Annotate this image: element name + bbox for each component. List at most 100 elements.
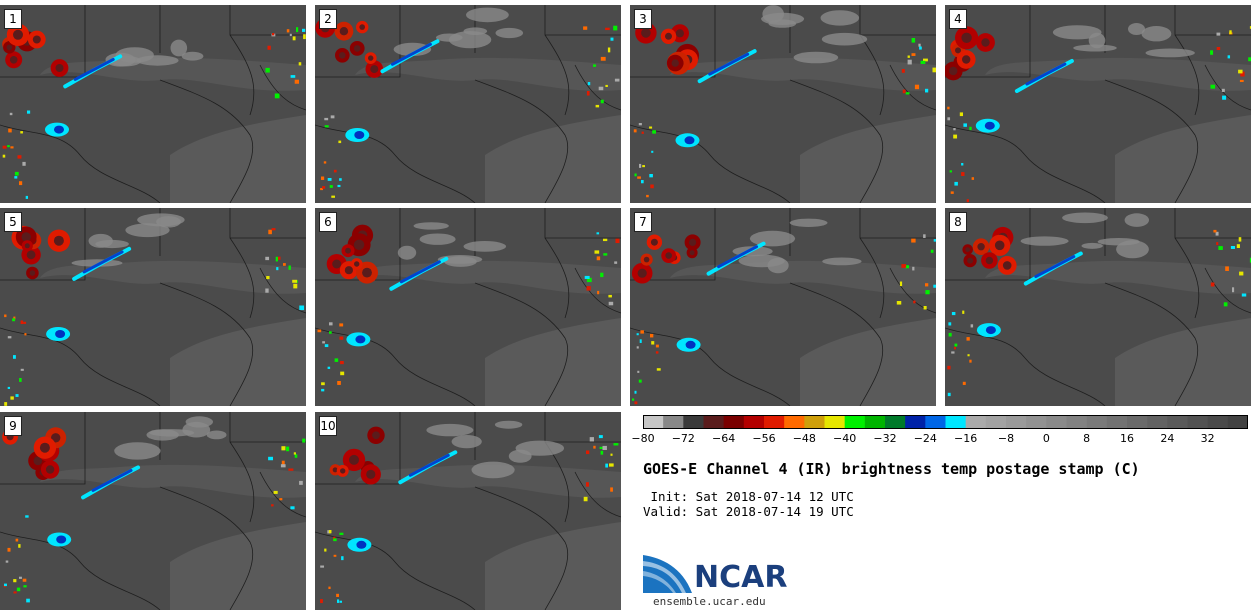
convective-speckle bbox=[22, 161, 26, 166]
convective-speckle bbox=[932, 67, 936, 73]
convective-speckle bbox=[294, 454, 298, 458]
storm-core bbox=[339, 52, 346, 59]
satellite-map bbox=[0, 5, 306, 203]
convective-speckle bbox=[1210, 50, 1214, 55]
convective-speckle bbox=[329, 185, 333, 188]
convective-speckle bbox=[294, 79, 300, 84]
convective-speckle bbox=[608, 301, 614, 306]
convective-speckle bbox=[339, 323, 344, 327]
storm-cluster-core bbox=[55, 330, 66, 338]
convective-speckle bbox=[266, 276, 270, 280]
colorbar-swatch bbox=[905, 415, 926, 429]
convective-speckle bbox=[299, 480, 303, 485]
convective-speckle bbox=[286, 29, 290, 33]
colorbar-swatch bbox=[885, 415, 906, 429]
storm-core bbox=[1002, 261, 1012, 270]
storm-core bbox=[977, 243, 985, 251]
convective-speckle bbox=[7, 547, 11, 552]
cloud-wisp bbox=[515, 440, 564, 456]
convective-speckle bbox=[286, 446, 290, 452]
storm-core bbox=[370, 65, 379, 74]
convective-speckle bbox=[930, 249, 934, 253]
convective-speckle bbox=[15, 394, 19, 397]
gulf-water bbox=[1115, 115, 1251, 203]
state-borders bbox=[945, 5, 1251, 203]
colorbar-border bbox=[643, 415, 1248, 429]
convective-speckle bbox=[1239, 271, 1244, 276]
storm-core bbox=[45, 465, 55, 474]
colorbar-tick-label: −80 bbox=[631, 432, 655, 445]
convective-speckle bbox=[951, 312, 956, 316]
colorbar-swatch bbox=[864, 415, 886, 429]
convective-speckle bbox=[649, 126, 653, 129]
convective-speckle bbox=[596, 256, 601, 261]
convective-speckle bbox=[324, 548, 327, 552]
storm-core bbox=[967, 257, 974, 264]
convective-speckle bbox=[271, 228, 276, 231]
convective-speckle bbox=[586, 286, 591, 291]
ncar-logo-text: NCAR bbox=[694, 560, 788, 595]
storm-cluster-core bbox=[356, 540, 367, 549]
convective-speckle bbox=[324, 117, 329, 121]
satellite-map bbox=[630, 208, 936, 406]
colorbar-swatch bbox=[764, 415, 785, 429]
stamp-panel-6: 6 bbox=[315, 208, 621, 406]
convective-speckle bbox=[328, 530, 332, 534]
convective-speckle bbox=[340, 361, 344, 365]
cloud-wisp bbox=[451, 435, 482, 449]
storm-core bbox=[961, 32, 972, 43]
cloud-wisp bbox=[1145, 48, 1195, 58]
convective-speckle bbox=[919, 46, 922, 50]
convective-speckle bbox=[296, 27, 299, 33]
convective-speckle bbox=[598, 435, 603, 439]
satellite-map bbox=[630, 5, 936, 203]
convective-speckle bbox=[4, 314, 7, 318]
convective-speckle bbox=[640, 330, 644, 334]
convective-speckle bbox=[610, 487, 613, 492]
storm-core bbox=[55, 64, 64, 72]
colorbar-swatch bbox=[703, 415, 725, 429]
convective-speckle bbox=[636, 346, 639, 349]
convective-speckle bbox=[896, 301, 902, 305]
colorbar-tick-label: −16 bbox=[954, 432, 978, 445]
colorbar-tick-label: 24 bbox=[1160, 432, 1175, 445]
convective-speckle bbox=[918, 43, 921, 47]
convective-speckle bbox=[925, 283, 929, 287]
convective-speckle bbox=[1222, 95, 1227, 100]
convective-speckle bbox=[1248, 57, 1251, 62]
convective-speckle bbox=[949, 170, 952, 173]
cloud-band bbox=[355, 464, 621, 498]
init-time: Init: Sat 2018-07-14 12 UTC bbox=[643, 489, 854, 504]
convective-speckle bbox=[339, 600, 343, 603]
convective-speckle bbox=[1218, 246, 1223, 250]
panel-number: 9 bbox=[4, 416, 22, 436]
convective-speckle bbox=[655, 344, 659, 348]
storm-core bbox=[362, 267, 372, 278]
colorbar-swatch bbox=[743, 415, 765, 429]
panel-number: 6 bbox=[319, 212, 337, 232]
cloud-wisp bbox=[466, 7, 509, 23]
storm-core bbox=[955, 47, 961, 54]
ncar-logo-swoosh-icon bbox=[643, 555, 692, 593]
colorbar-swatch bbox=[945, 415, 967, 429]
convective-speckle bbox=[7, 386, 11, 389]
storm-core bbox=[665, 252, 672, 259]
colorbar-swatch bbox=[723, 415, 745, 429]
convective-speckle bbox=[10, 146, 14, 149]
convective-speckle bbox=[292, 279, 298, 283]
colorbar-tick-label: −48 bbox=[792, 432, 816, 445]
website-url[interactable]: ensemble.ucar.edu bbox=[653, 595, 766, 608]
coastline bbox=[259, 64, 306, 111]
colorbar-swatch bbox=[1006, 415, 1027, 429]
gulf-water bbox=[170, 318, 306, 406]
storm-core bbox=[33, 456, 43, 466]
convective-speckle bbox=[20, 320, 24, 325]
convective-speckle bbox=[614, 78, 620, 82]
colorbar-tick-label: 0 bbox=[1042, 432, 1050, 445]
storm-core bbox=[51, 433, 61, 443]
convective-speckle bbox=[333, 538, 337, 542]
convective-speckle bbox=[274, 93, 280, 99]
convective-speckle bbox=[333, 554, 337, 557]
colorbar-swatch bbox=[985, 415, 1007, 429]
convective-speckle bbox=[646, 194, 649, 198]
